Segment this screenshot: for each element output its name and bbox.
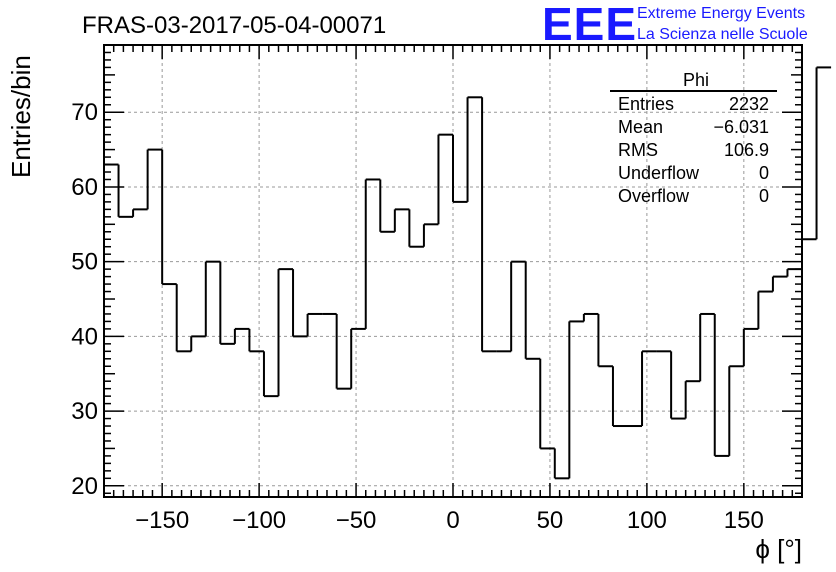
- y-tick-label: 40: [71, 323, 98, 350]
- eee-logo-mark: EEE: [542, 0, 637, 50]
- y-tick-label: 50: [71, 249, 98, 276]
- stats-label-entries: Entries: [618, 94, 674, 114]
- stats-value-mean: −6.031: [713, 117, 769, 137]
- y-tick-label: 30: [71, 398, 98, 425]
- stats-label-rms: RMS: [618, 140, 658, 160]
- histogram-bins: [104, 66, 832, 480]
- stats-value-rms: 106.9: [724, 140, 769, 160]
- x-axis-label: ϕ [°]: [755, 534, 802, 564]
- chart-title: FRAS-03-2017-05-04-00071: [82, 12, 386, 39]
- stats-value-entries: 2232: [729, 94, 769, 114]
- x-tick-label: 100: [627, 507, 667, 534]
- y-axis-label: Entries/bin: [6, 55, 36, 178]
- x-tick-label: 50: [537, 507, 564, 534]
- x-tick-label: −100: [232, 507, 286, 534]
- y-tick-label: 20: [71, 473, 98, 500]
- eee-logo-line2: La Scienza nelle Scuole: [637, 26, 808, 43]
- stats-box-title: Phi: [683, 70, 709, 90]
- stats-label-overflow: Overflow: [618, 186, 690, 206]
- y-tick-label: 60: [71, 174, 98, 201]
- x-tick-label: 0: [446, 507, 459, 534]
- x-tick-label: −150: [135, 507, 189, 534]
- eee-logo: EEE Extreme Energy Events La Scienza nel…: [542, 0, 808, 50]
- stats-value-underflow: 0: [759, 163, 769, 183]
- axis-ticks: [104, 45, 802, 497]
- eee-logo-line1: Extreme Energy Events: [637, 5, 805, 22]
- stats-label-underflow: Underflow: [618, 163, 700, 183]
- stats-label-mean: Mean: [618, 117, 663, 137]
- stats-value-overflow: 0: [759, 186, 769, 206]
- x-tick-label: 150: [724, 507, 764, 534]
- x-tick-label: −50: [336, 507, 377, 534]
- stats-box: Phi Entries 2232 Mean −6.031 RMS 106.9 U…: [610, 70, 777, 206]
- grid-lines: [104, 45, 802, 497]
- y-tick-labels: 20 30 40 50 60 70: [71, 99, 98, 500]
- x-tick-labels: −150 −100 −50 0 50 100 150: [135, 507, 764, 534]
- y-tick-label: 70: [71, 99, 98, 126]
